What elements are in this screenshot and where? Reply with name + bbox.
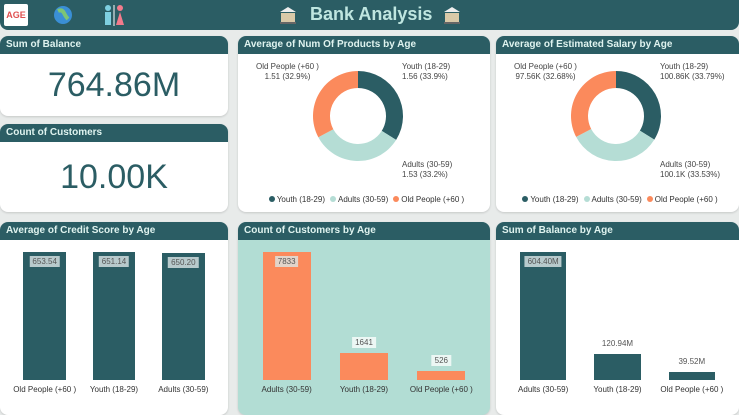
bar-data-label: 653.54 <box>29 256 60 267</box>
legend-dot-icon <box>330 196 336 202</box>
bar[interactable] <box>520 252 567 380</box>
donut-data-label: Youth (18-29) 100.86K (33.79%) <box>660 62 725 81</box>
donut-salary-by-age[interactable]: Average of Estimated Salary by Age Youth… <box>496 36 739 212</box>
bar-data-label: 120.94M <box>598 338 637 350</box>
donut-data-label: Youth (18-29) 1.56 (33.9%) <box>402 62 451 81</box>
donut-data-label: Adults (30-59) 100.1K (33.53%) <box>660 160 721 179</box>
plot-area: 653.54 Old People (+60 ) 651.14 Youth (18-2… <box>10 248 218 394</box>
legend-dot-icon <box>393 196 400 202</box>
panel-title: Average of Credit Score by Age <box>0 222 228 240</box>
globe-icon[interactable] <box>52 4 74 26</box>
chart-legend: Youth (18-29) Adults (30-59) Old People (+… <box>496 195 739 204</box>
panel-title: Count of Customers by Age <box>238 222 490 240</box>
category-label: Youth (18-29) <box>593 385 642 394</box>
category-label: Youth (18-29) <box>89 385 139 394</box>
donut-data-label: Old People (+60 ) 97.56K (32.68%) <box>514 62 577 81</box>
age-logo-icon[interactable]: AGE <box>4 4 28 26</box>
donut-slice-2[interactable] <box>313 71 358 138</box>
header-bar: AGE Bank Analysis <box>0 0 739 30</box>
bar[interactable] <box>668 371 715 380</box>
kpi-value: 10.00K <box>60 158 168 196</box>
legend-item[interactable]: Youth (18-29) <box>276 195 325 204</box>
bar[interactable] <box>92 252 136 380</box>
category-label: Youth (18-29) <box>339 385 389 394</box>
kpi-count-of-customers[interactable]: Count of Customers 10.00K <box>0 124 228 212</box>
legend-item[interactable]: Adults (30-59) <box>338 195 389 204</box>
bar-credit-score-by-age[interactable]: Average of Credit Score by Age 653.54 Old… <box>0 222 228 415</box>
bar[interactable] <box>417 371 466 380</box>
bar-balance-by-age[interactable]: Sum of Balance by Age 604.40M Adults (30-… <box>496 222 739 415</box>
donut-slice-0[interactable] <box>358 71 403 140</box>
category-label: Old People (+60 ) <box>409 385 473 394</box>
category-label: Adults (30-59) <box>261 385 312 394</box>
chart-legend: Youth (18-29) Adults (30-59) Old People (+… <box>238 195 490 204</box>
bank-icon <box>276 4 300 26</box>
bar[interactable] <box>340 353 388 380</box>
donut-slice-1[interactable] <box>576 128 655 161</box>
bar-data-label: 651.14 <box>98 256 130 268</box>
legend-item[interactable]: Old People (+60 ) <box>401 195 465 204</box>
bar[interactable] <box>594 354 641 380</box>
bar-data-label: 526 <box>431 355 452 367</box>
legend-dot-icon <box>268 196 275 202</box>
bar-data-label: 650.20 <box>168 256 199 268</box>
panel-title: Average of Num Of Products by Age <box>238 36 490 54</box>
bar[interactable] <box>161 252 205 380</box>
bank-icon <box>440 4 464 26</box>
page-title: Bank Analysis <box>310 4 433 24</box>
panel-title: Sum of Balance <box>0 36 228 54</box>
plot-area: 604.40M Adults (30-59) 120.94M Youth (18-29… <box>506 248 729 394</box>
donut-slice-0[interactable] <box>616 71 661 140</box>
legend-item[interactable]: Youth (18-29) <box>530 195 579 204</box>
bar-data-label: 7833 <box>274 256 299 267</box>
bar[interactable] <box>23 252 67 380</box>
category-label: Adults (30-59) <box>158 385 209 394</box>
bar-customers-by-age[interactable]: Count of Customers by Age 7833 Adults (30… <box>238 222 490 415</box>
donut-data-label: Adults (30-59) 1.53 (33.2%) <box>402 160 453 179</box>
donut-slice-1[interactable] <box>318 129 397 161</box>
category-label: Adults (30-59) <box>518 385 569 394</box>
plot-area: 7833 Adults (30-59) 1641 Youth (18-29) 526 Ol… <box>248 248 480 394</box>
donut-chart <box>571 71 661 161</box>
legend-item[interactable]: Adults (30-59) <box>591 195 642 204</box>
panel-title: Average of Estimated Salary by Age <box>496 36 739 54</box>
bar[interactable] <box>262 252 311 380</box>
panel-title: Count of Customers <box>0 124 228 142</box>
bar-data-label: 39.52M <box>675 355 709 367</box>
donut-data-label: Old People (+60 ) 1.51 (32.9%) <box>256 62 319 81</box>
donut-slice-2[interactable] <box>571 71 616 137</box>
gender-icon[interactable] <box>100 4 128 26</box>
kpi-sum-of-balance[interactable]: Sum of Balance 764.86M <box>0 36 228 116</box>
category-label: Old People (+60 ) <box>660 385 724 394</box>
legend-dot-icon <box>522 196 529 202</box>
bar-data-label: 1641 <box>352 337 376 349</box>
legend-dot-icon <box>646 196 653 202</box>
kpi-value: 764.86M <box>47 66 181 104</box>
donut-chart <box>313 71 403 161</box>
category-label: Old People (+60 ) <box>13 385 77 394</box>
bar-data-label: 604.40M <box>524 256 562 267</box>
legend-dot-icon <box>583 196 590 202</box>
donut-products-by-age[interactable]: Average of Num Of Products by Age Youth … <box>238 36 490 212</box>
panel-title: Sum of Balance by Age <box>496 222 739 240</box>
legend-item[interactable]: Old People (+60 ) <box>654 195 718 204</box>
